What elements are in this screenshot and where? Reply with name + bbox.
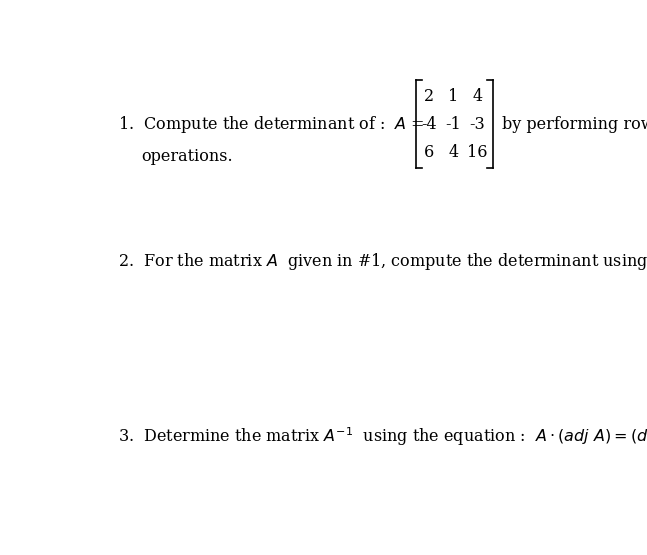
Text: -3: -3 <box>470 116 485 133</box>
Text: 4: 4 <box>448 144 458 160</box>
Text: 16: 16 <box>467 144 488 160</box>
Text: 1.  Compute the determinant of :  $A$ =: 1. Compute the determinant of : $A$ = <box>118 114 426 135</box>
Text: by performing row: by performing row <box>502 116 647 133</box>
Text: 3.  Determine the matrix $A^{-1}$  using the equation :  $A \cdot (adj\ A) = (de: 3. Determine the matrix $A^{-1}$ using t… <box>118 425 647 448</box>
Text: 1: 1 <box>448 88 458 105</box>
Text: 2: 2 <box>424 88 434 105</box>
Text: 6: 6 <box>424 144 434 160</box>
Text: 4: 4 <box>472 88 483 105</box>
Text: 2.  For the matrix $A$  given in #1, compute the determinant using LU factorizat: 2. For the matrix $A$ given in #1, compu… <box>118 250 647 271</box>
Text: operations.: operations. <box>141 148 233 165</box>
Text: -4: -4 <box>421 116 437 133</box>
Text: -1: -1 <box>445 116 461 133</box>
